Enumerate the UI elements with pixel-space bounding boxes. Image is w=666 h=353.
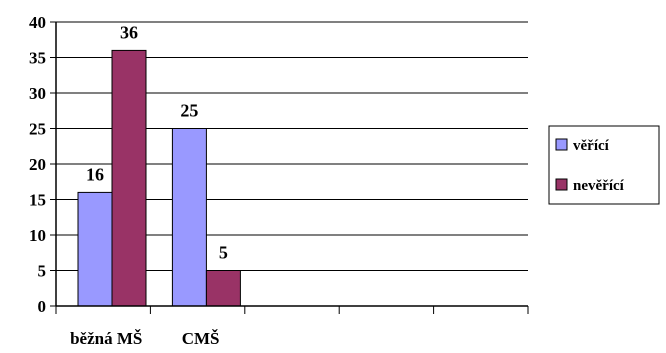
legend-label-neveri: nevěřící — [573, 178, 625, 194]
y-tick-label: 35 — [29, 49, 46, 68]
bars — [77, 49, 241, 307]
bar-neveri-0 — [111, 49, 147, 307]
y-tick-label: 0 — [38, 297, 47, 316]
y-tick-label: 25 — [29, 120, 46, 139]
legend-swatch-neveri — [555, 178, 568, 191]
data-label: 5 — [219, 243, 228, 263]
y-tick-label: 5 — [38, 262, 47, 281]
y-tick-label: 20 — [29, 155, 46, 174]
y-axis-ticks: 0 5 10 15 20 25 30 35 40 — [29, 13, 56, 316]
bar-veri-1 — [171, 128, 207, 307]
x-axis-ticks: běžná MŠ CMŠ — [55, 306, 529, 348]
bar-neveri-1 — [205, 270, 241, 307]
data-label: 16 — [86, 164, 104, 184]
y-tick-label: 15 — [29, 191, 46, 210]
legend-label-veri: věřící — [573, 138, 610, 154]
x-category-label: běžná MŠ — [70, 329, 142, 348]
y-tick-label: 40 — [29, 13, 46, 32]
data-label: 25 — [180, 101, 198, 121]
data-labels: 16 25 36 5 — [86, 22, 228, 262]
y-tick-label: 10 — [29, 226, 46, 245]
bar-veri-0 — [77, 191, 113, 307]
y-tick-label: 30 — [29, 84, 46, 103]
legend: věřící nevěřící — [548, 125, 660, 205]
data-label: 36 — [120, 22, 138, 42]
x-category-label: CMŠ — [182, 329, 220, 348]
legend-swatch-veri — [555, 138, 568, 151]
